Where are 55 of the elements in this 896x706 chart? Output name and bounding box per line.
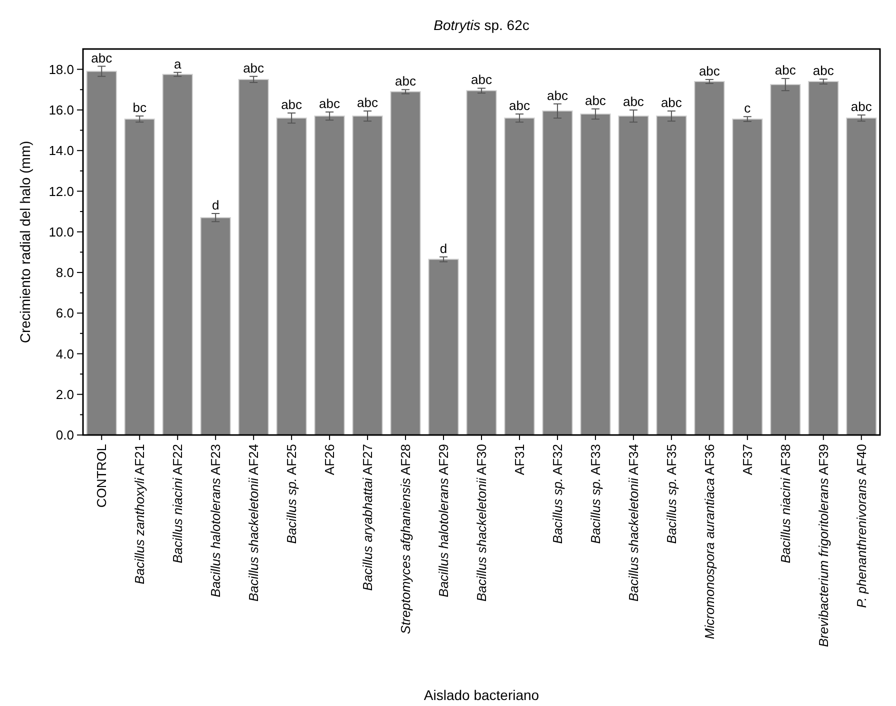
x-tick-label: AF37 bbox=[740, 444, 755, 476]
y-tick-label: 16.0 bbox=[48, 102, 74, 118]
x-tick-label: Bacillus halotolerans AF23 bbox=[208, 444, 224, 598]
data-label: d bbox=[440, 240, 448, 256]
y-tick-label: 14.0 bbox=[48, 143, 74, 158]
data-label: abc bbox=[622, 94, 644, 109]
y-tick-label: 6.0 bbox=[56, 306, 74, 321]
data-label: d bbox=[212, 198, 220, 213]
data-label: bc bbox=[132, 100, 147, 116]
data-label: abc bbox=[584, 92, 606, 108]
x-tick-label: Bacillus shackeletonii AF30 bbox=[474, 444, 490, 602]
data-label: abc bbox=[91, 50, 113, 66]
x-tick-label: Bacillus sp. AF33 bbox=[588, 444, 604, 544]
data-label: abc bbox=[357, 94, 379, 110]
y-tick-label: 4.0 bbox=[56, 346, 74, 362]
y-tick-label: 0.0 bbox=[56, 428, 74, 443]
data-label: abc bbox=[546, 88, 568, 103]
x-axis-title: Aislado bacteriano bbox=[424, 687, 540, 703]
data-label: abc bbox=[471, 72, 492, 88]
x-tick-label: Micromonospora aurantiaca AF36 bbox=[702, 444, 717, 640]
x-tick-label: CONTROL bbox=[94, 444, 110, 508]
data-label: abc bbox=[812, 63, 834, 78]
x-tick-label: Bacillus shackeletonii AF24 bbox=[246, 444, 262, 602]
y-tick-label: 12.0 bbox=[48, 184, 74, 199]
y-tick-label: 10.0 bbox=[48, 224, 74, 240]
chart-title: Botrytis sp. 62c bbox=[434, 17, 530, 33]
x-tick-label: Bacillus niacini AF38 bbox=[778, 444, 793, 564]
x-tick-label: Brevibacterium frigoritolerans AF39 bbox=[816, 444, 831, 648]
data-label: abc bbox=[281, 96, 303, 112]
y-axis-title: Crecimiento radial del halo (mm) bbox=[17, 140, 33, 344]
data-label: abc bbox=[243, 60, 265, 76]
data-label: abc bbox=[660, 94, 682, 110]
data-label: abc bbox=[774, 62, 796, 78]
data-label: abc bbox=[850, 99, 872, 114]
x-tick-label: Bacillus niacini AF22 bbox=[170, 444, 186, 564]
data-label: c bbox=[744, 100, 752, 116]
x-tick-label: Bacillus sp. AF35 bbox=[664, 444, 679, 544]
data-label: abc bbox=[395, 74, 416, 89]
x-tick-label: Bacillus halotolerans AF29 bbox=[436, 444, 452, 598]
data-label: abc bbox=[698, 63, 720, 78]
x-tick-label: Bacillus shackeletonii AF34 bbox=[626, 444, 642, 602]
data-label: a bbox=[174, 56, 182, 72]
x-tick-label: Bacillus zanthoxyli AF21 bbox=[132, 444, 148, 584]
data-label: abc bbox=[509, 98, 530, 114]
x-tick-label: AF31 bbox=[512, 444, 528, 476]
x-tick-label: AF26 bbox=[322, 444, 338, 476]
y-tick-label: 2.0 bbox=[56, 386, 74, 402]
y-tick-label: 18.0 bbox=[48, 62, 74, 77]
x-tick-label: Bacillus aryabhattai AF27 bbox=[360, 444, 376, 591]
x-tick-label: P. phenanthrenivorans AF40 bbox=[854, 444, 869, 608]
x-tick-label: Streptomyces afghaniensis AF28 bbox=[398, 444, 414, 634]
x-tick-label: Bacillus sp. AF25 bbox=[284, 444, 300, 544]
y-tick-label: 8.0 bbox=[56, 265, 74, 280]
x-tick-label: Bacillus sp. AF32 bbox=[550, 444, 566, 544]
data-label: abc bbox=[319, 96, 341, 111]
